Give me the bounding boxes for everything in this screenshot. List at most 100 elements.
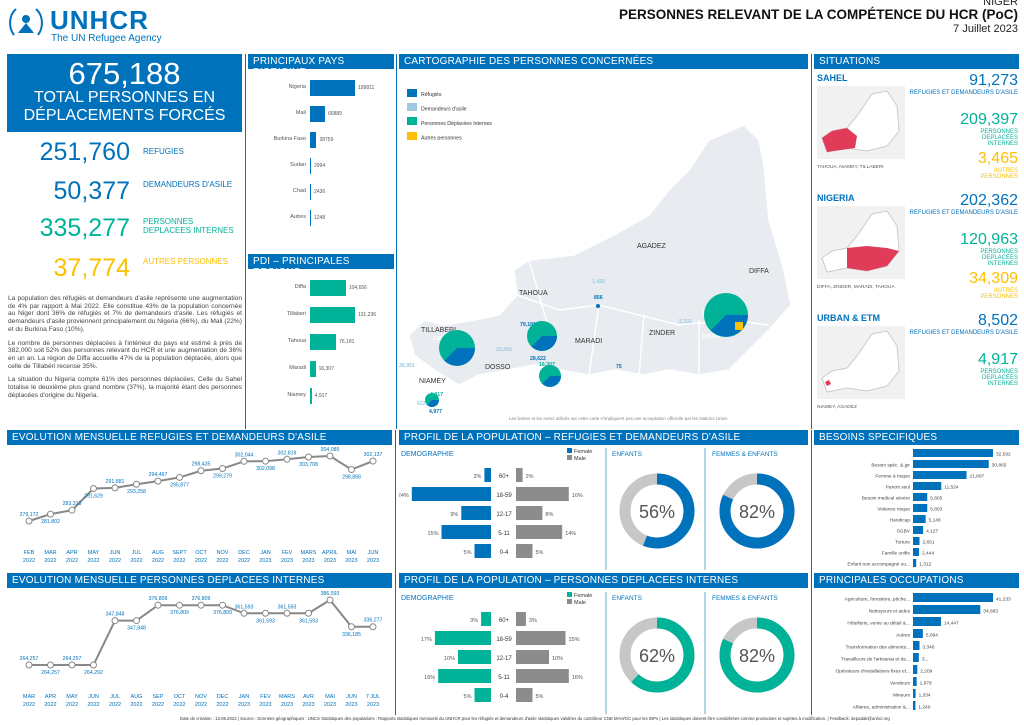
data-point bbox=[68, 661, 76, 669]
kpi-value: 335,277 bbox=[39, 214, 130, 242]
bar bbox=[310, 334, 337, 350]
bar-label: Nettoyeurs et aides bbox=[869, 608, 911, 614]
map-header: CARTOGRAPHIE DES PERSONNES CONCERNÉES bbox=[399, 54, 808, 69]
bar bbox=[913, 665, 918, 674]
male-bar bbox=[516, 544, 533, 558]
data-point bbox=[283, 609, 291, 617]
data-point bbox=[326, 596, 334, 604]
bar bbox=[310, 80, 355, 96]
male-pct: 3% bbox=[529, 618, 537, 624]
bar-value: 2,209 bbox=[920, 668, 932, 674]
data-label: 336,185 bbox=[342, 632, 361, 638]
page-date: 7 Juillet 2023 bbox=[953, 23, 1018, 35]
bar-label: Autres bbox=[290, 214, 306, 220]
bar-label: Burkina Faso bbox=[273, 136, 306, 142]
data-point bbox=[133, 480, 140, 488]
evo-ref-header: EVOLUTION MENSUELLE REFUGIES ET DEMANDEU… bbox=[7, 430, 392, 445]
map-value-label: 75 bbox=[616, 364, 622, 370]
legend-swatch-female bbox=[567, 592, 572, 597]
tick-label: MAY 2022 bbox=[87, 550, 99, 564]
map-bubble-slice bbox=[427, 400, 439, 407]
tick-label: APRIL 2023 bbox=[322, 550, 338, 564]
tick-label: JUN 2022 bbox=[109, 550, 121, 564]
female-pct: 2% bbox=[473, 474, 481, 480]
bar bbox=[310, 388, 312, 404]
bar-value: 1,878 bbox=[920, 680, 932, 686]
tick-label: JUN 2022 bbox=[87, 694, 99, 708]
data-label: 264,292 bbox=[84, 670, 103, 676]
female-pct: 5% bbox=[464, 550, 472, 556]
bar-value: 1,312 bbox=[919, 562, 931, 568]
donut-title: FEMMES & ENFANTS bbox=[712, 451, 778, 458]
data-label: 361,593 bbox=[299, 618, 318, 624]
kpi-label: REFUGIES bbox=[143, 147, 184, 156]
origins-header: PRINCIPAUX PAYS D'ORIGINE bbox=[248, 54, 394, 78]
map-bubble-slice bbox=[542, 376, 561, 387]
data-point bbox=[262, 609, 269, 617]
situation-value: 3,465 bbox=[977, 150, 1018, 167]
region-label: NIAMEY bbox=[419, 378, 446, 385]
male-bar bbox=[516, 506, 543, 520]
tick-label: MARS 2023 bbox=[279, 694, 295, 708]
legend-swatch-female bbox=[567, 448, 572, 453]
map-bubble-slice bbox=[444, 348, 475, 366]
female-pct: 24% bbox=[399, 493, 409, 499]
male-pct: 8% bbox=[545, 512, 553, 518]
data-label: 279,172 bbox=[20, 512, 39, 518]
bar-value: 131,236 bbox=[358, 312, 377, 318]
tick-label: MAI 2023 bbox=[324, 694, 336, 708]
legend-swatch-male bbox=[567, 599, 572, 604]
male-bar bbox=[516, 688, 533, 702]
legend-swatch-male bbox=[567, 455, 572, 460]
male-bar bbox=[516, 669, 569, 683]
niger-map: Réfugiés Demandeurs d'asile Personnes Dépl… bbox=[399, 89, 792, 415]
bar-label: Autres bbox=[896, 632, 910, 638]
tick-label: DEC 2022 bbox=[216, 694, 228, 708]
data-point bbox=[369, 457, 377, 465]
bar-label: Chad bbox=[292, 188, 306, 194]
data-label: 293,258 bbox=[127, 489, 146, 495]
bar-label: Mineurs bbox=[893, 692, 911, 698]
bar-value: 2994 bbox=[314, 163, 326, 169]
kpi-value: 251,760 bbox=[39, 138, 130, 166]
situation-value: 8,502 bbox=[977, 312, 1018, 329]
pdi-header: PDI – PRINCIPALES REGIONS bbox=[248, 254, 394, 278]
bar-label: Affaires, administration &... bbox=[853, 704, 910, 710]
donut-arc bbox=[619, 473, 695, 549]
donut-title: FEMMES & ENFANTS bbox=[712, 595, 778, 602]
bar-value: 5,148 bbox=[929, 518, 941, 524]
situation-value: 202,362 bbox=[960, 192, 1018, 209]
demo-title: DEMOGRAPHIE bbox=[401, 595, 454, 602]
bar-label: Enfant non accompagné ou... bbox=[847, 562, 910, 568]
legend-label: Demandeurs d'asile bbox=[421, 107, 467, 113]
male-pct: 14% bbox=[565, 531, 576, 537]
donut-title: ENFANTS bbox=[612, 595, 643, 602]
bar bbox=[913, 471, 967, 479]
bar-value: 32,592 bbox=[996, 452, 1011, 458]
tick-label: 7 JUL 2023 bbox=[366, 694, 380, 708]
data-label: 291,629 bbox=[84, 493, 103, 499]
data-label: 361,593 bbox=[256, 618, 275, 624]
tick-label: NOV 2022 bbox=[195, 694, 207, 708]
kpi-label: PERSONNES DEPLACEES INTERNES bbox=[143, 217, 234, 235]
donut-value: 56% bbox=[639, 502, 675, 522]
bar-value: 5,084 bbox=[926, 632, 938, 638]
situation-caption: DIFFA, ZINDER, MARADI, TAHOUA bbox=[817, 285, 895, 290]
tick-label: JUN 2023 bbox=[345, 694, 357, 708]
niger-country-shape bbox=[408, 124, 792, 386]
situation-label: REFUGIES ET DEMANDEURS D'ASILE bbox=[909, 90, 1018, 96]
tick-label: NOV 2022 bbox=[216, 550, 228, 564]
data-point bbox=[111, 484, 119, 492]
data-point bbox=[262, 457, 269, 465]
map-value-label: 4,977 bbox=[429, 409, 442, 415]
male-bar bbox=[516, 487, 569, 501]
data-point bbox=[176, 601, 183, 609]
bar bbox=[310, 280, 346, 296]
tick-label: DEC 2022 bbox=[238, 550, 250, 564]
bar bbox=[913, 605, 981, 614]
age-label: 18-59 bbox=[496, 493, 512, 499]
region-label: MARADI bbox=[575, 338, 602, 345]
situation-label: AUTRES PERSONNES bbox=[980, 288, 1018, 300]
map-bubble-slice bbox=[531, 336, 557, 351]
legend-swatch-asylum bbox=[407, 103, 417, 111]
